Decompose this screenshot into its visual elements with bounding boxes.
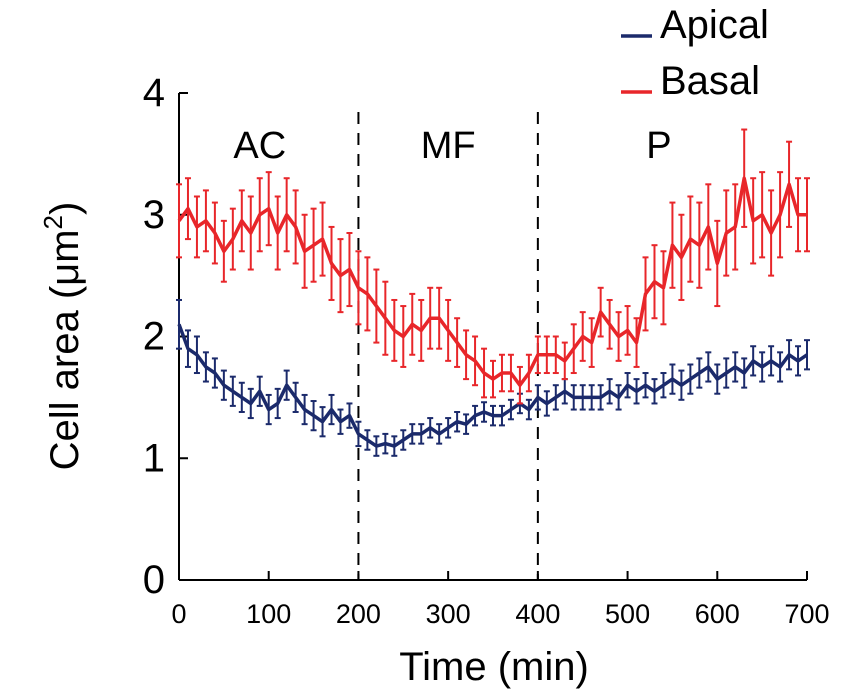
series (176, 128, 810, 457)
x-tick-label: 500 (605, 599, 650, 629)
series-basal (176, 128, 810, 405)
y-tick-label: 4 (143, 71, 165, 115)
legend-label-apical: Apical (660, 3, 769, 47)
y-tick-label: 3 (143, 193, 165, 237)
phase-label: P (646, 125, 671, 167)
series-apical (176, 298, 810, 457)
y-tick-label: 1 (143, 436, 165, 480)
x-tick-label: 400 (515, 599, 560, 629)
x-axis-title: Time (min) (399, 645, 589, 689)
x-tick-label: 600 (695, 599, 740, 629)
y-axis-title-main: Cell area (μm (43, 229, 87, 470)
phase-label: MF (421, 125, 476, 167)
series-line-basal (177, 176, 807, 387)
y-tick-label: 0 (143, 558, 165, 602)
x-tick-label: 300 (426, 599, 471, 629)
x-tick-label: 100 (246, 599, 291, 629)
phase-label: AC (233, 125, 286, 167)
x-tick-label: 0 (171, 599, 186, 629)
x-tick-label: 700 (784, 599, 829, 629)
y-axis-title-close: ) (43, 202, 87, 215)
y-tick-label: 2 (143, 315, 165, 359)
x-tick-label: 200 (336, 599, 381, 629)
legend: Apical Basal (621, 3, 769, 103)
ticks: 0 1 2 3 4 0 100 200 300 400 500 600 700 (143, 71, 830, 629)
y-axis-title-sup: 2 (38, 215, 68, 229)
y-axis-title: Cell area (μm2) (38, 202, 87, 471)
phase-labels: AC MF P (233, 125, 671, 167)
legend-label-basal: Basal (660, 59, 760, 103)
series-line-apical (177, 323, 808, 448)
